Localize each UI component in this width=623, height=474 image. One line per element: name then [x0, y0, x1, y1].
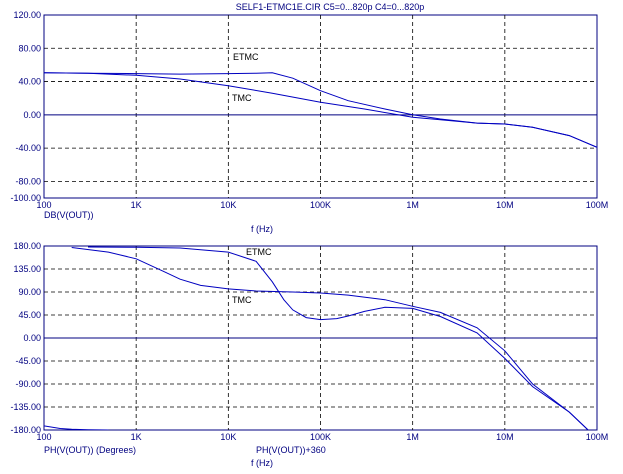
magnitude-x-tick-label: 1K	[131, 200, 142, 210]
phase-x-axis-label: f (Hz)	[251, 458, 273, 468]
magnitude-x-tick-label: 10K	[220, 200, 236, 210]
magnitude-y-tick-label: 0.00	[23, 110, 41, 120]
phase-series-trace-2	[44, 425, 109, 430]
magnitude-y-tick-label: -40.00	[15, 143, 41, 153]
magnitude-y-tick-label: 120.00	[13, 10, 41, 20]
magnitude-series-label-tmc: TMC	[232, 93, 252, 103]
magnitude-y-tick-label: 40.00	[18, 77, 41, 87]
phase-trace-label: PH(V(OUT)) (Degrees)	[44, 445, 136, 455]
phase-series-label-tmc: TMC	[232, 295, 252, 305]
phase-trace-label-2: PH(V(OUT))+360	[256, 445, 326, 455]
phase-plot: 100 1K 10K 100K 1M 10M 100M 180.00 135.00 90.00 45…	[10, 241, 608, 468]
phase-y-tick-label: -45.00	[15, 356, 41, 366]
phase-y-tick-label: 180.00	[13, 241, 41, 251]
phase-series-tmc	[71, 247, 589, 430]
chart-title: SELF1-ETMC1E.CIR C5=0...820p C4=0...820p	[236, 2, 425, 12]
phase-y-tick-label: 135.00	[13, 264, 41, 274]
magnitude-x-tick-label: 10M	[496, 200, 514, 210]
magnitude-series-label-etmc: ETMC	[233, 52, 259, 62]
phase-y-tick-label: 45.00	[18, 310, 41, 320]
phase-series-label-etmc: ETMC	[246, 247, 272, 257]
phase-x-tick-label: 100M	[586, 432, 609, 442]
magnitude-trace-label: DB(V(OUT))	[44, 210, 94, 220]
phase-x-tick-label: 10M	[496, 432, 514, 442]
magnitude-x-tick-label: 100K	[310, 200, 331, 210]
phase-y-tick-label: -90.00	[15, 379, 41, 389]
magnitude-series-tmc	[44, 72, 597, 148]
magnitude-y-tick-label: -100.00	[10, 193, 41, 203]
phase-x-tick-label: 1K	[131, 432, 142, 442]
magnitude-plot: 100 1K 10K 100K 1M 10M 100M 120.00 80.00 40.00 0.0…	[10, 10, 608, 234]
phase-y-tick-label: 0.00	[23, 333, 41, 343]
magnitude-x-tick-label: 100M	[586, 200, 609, 210]
magnitude-y-tick-label: -80.00	[15, 176, 41, 186]
magnitude-y-tick-label: 80.00	[18, 43, 41, 53]
magnitude-x-tick-label: 1M	[406, 200, 419, 210]
magnitude-x-tick-label: 100	[36, 200, 51, 210]
phase-x-tick-label: 100	[36, 432, 51, 442]
magnitude-series-etmc	[44, 72, 597, 148]
phase-y-tick-label: -180.00	[10, 425, 41, 435]
magnitude-x-axis-label: f (Hz)	[251, 224, 273, 234]
phase-x-tick-label: 10K	[220, 432, 236, 442]
phase-series-etmc	[87, 246, 589, 430]
phase-x-tick-label: 100K	[310, 432, 331, 442]
phase-y-tick-label: 90.00	[18, 287, 41, 297]
phase-y-tick-label: -135.00	[10, 402, 41, 412]
phase-x-tick-label: 1M	[406, 432, 419, 442]
